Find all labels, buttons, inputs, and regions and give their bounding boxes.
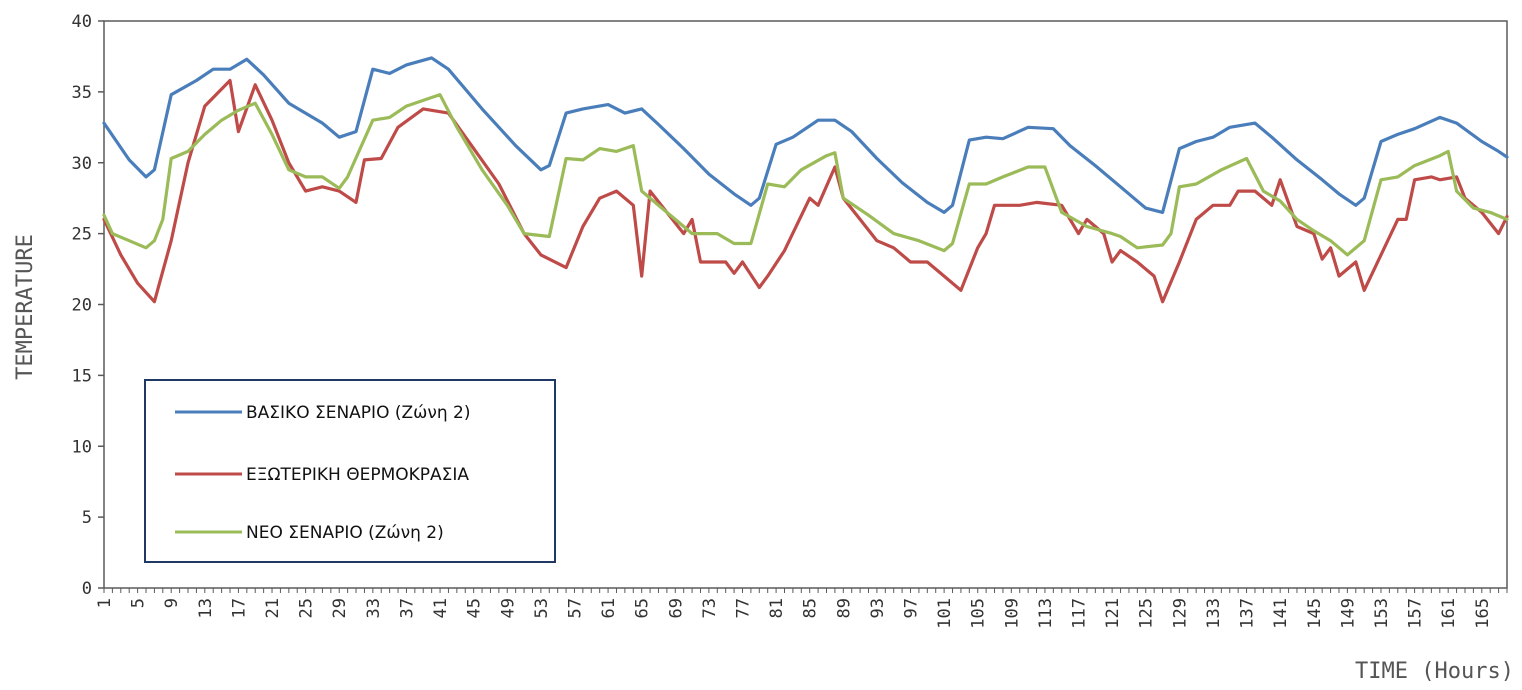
y-tick-label: 40 (72, 12, 92, 32)
x-tick-label: 145 (1305, 598, 1325, 629)
x-tick-label: 153 (1372, 598, 1392, 629)
x-tick-label: 93 (868, 598, 888, 618)
y-tick-label: 25 (72, 225, 92, 245)
series-lines (102, 56, 1509, 304)
x-tick-label: 137 (1238, 598, 1258, 629)
x-tick-label: 141 (1271, 598, 1291, 629)
series-line-2 (102, 93, 1509, 257)
y-tick-label: 15 (72, 366, 92, 386)
x-tick-label: 69 (666, 598, 686, 618)
legend: ΒΑΣΙΚΟ ΣΕΝΑΡΙΟ (Ζώνη 2) ΕΞΩΤΕΡΙΚΗ ΘΕΡΜΟΚ… (144, 379, 556, 563)
x-tick-label: 77 (733, 598, 753, 618)
x-tick-label: 133 (1204, 598, 1224, 629)
y-tick-label: 10 (72, 437, 92, 457)
x-tick-label: 125 (1137, 598, 1157, 629)
x-tick-label: 57 (565, 598, 585, 618)
y-tick-label: 20 (72, 296, 92, 316)
x-tick-label: 5 (129, 598, 149, 608)
x-tick-label: 129 (1170, 598, 1190, 629)
y-tick-label: 35 (72, 83, 92, 103)
series-line-1 (102, 78, 1509, 304)
x-tick-label: 65 (633, 598, 653, 618)
x-tick-label: 89 (834, 598, 854, 618)
x-tick-label: 113 (1036, 598, 1056, 629)
x-tick-label: 101 (935, 598, 955, 629)
x-tick-label: 21 (263, 598, 283, 618)
x-tick-label: 25 (297, 598, 317, 618)
x-axis: 1 5 9 13 17 21 25 29 33 37 41 45 49 53 57 61 65 69 73 77 81 8… (95, 588, 1508, 629)
x-tick-label: 161 (1439, 598, 1459, 629)
x-tick-label: 81 (767, 598, 787, 618)
y-tick-label: 5 (82, 508, 92, 528)
x-tick-label: 165 (1473, 598, 1493, 629)
x-tick-label: 85 (801, 598, 821, 618)
x-tick-label: 117 (1070, 598, 1090, 629)
y-axis: 0 5 10 15 20 25 30 35 40 (72, 12, 104, 599)
x-tick-label: 105 (969, 598, 989, 629)
x-tick-label: 29 (330, 598, 350, 618)
x-tick-label: 53 (532, 598, 552, 618)
x-tick-label: 61 (599, 598, 619, 618)
x-tick-label: 97 (902, 598, 922, 618)
x-axis-title: TIME (Hours) (1355, 659, 1514, 684)
y-tick-label: 0 (82, 579, 92, 599)
x-tick-label: 157 (1406, 598, 1426, 629)
legend-label-new: ΝΕΟ ΣΕΝΑΡΙΟ (Ζώνη 2) (246, 523, 444, 543)
x-tick-label: 73 (700, 598, 720, 618)
x-tick-label: 33 (364, 598, 384, 618)
x-tick-label: 121 (1103, 598, 1123, 629)
y-axis-title: TEMPERATURE (13, 234, 38, 380)
legend-label-outdoor: ΕΞΩΤΕΡΙΚΗ ΘΕΡΜΟΚΡΑΣΙΑ (246, 465, 469, 485)
x-tick-label: 1 (95, 598, 115, 608)
x-tick-label: 41 (431, 598, 451, 618)
legend-label-baseline: ΒΑΣΙΚΟ ΣΕΝΑΡΙΟ (Ζώνη 2) (246, 403, 471, 423)
x-tick-label: 9 (162, 598, 182, 608)
x-tick-label: 109 (1002, 598, 1022, 629)
x-tick-label: 17 (229, 598, 249, 618)
y-tick-label: 30 (72, 154, 92, 174)
x-tick-label: 45 (465, 598, 485, 618)
series-line-0 (102, 56, 1509, 214)
x-tick-label: 49 (498, 598, 518, 618)
x-tick-label: 13 (196, 598, 216, 618)
x-tick-label: 37 (397, 598, 417, 618)
x-tick-label: 149 (1338, 598, 1358, 629)
